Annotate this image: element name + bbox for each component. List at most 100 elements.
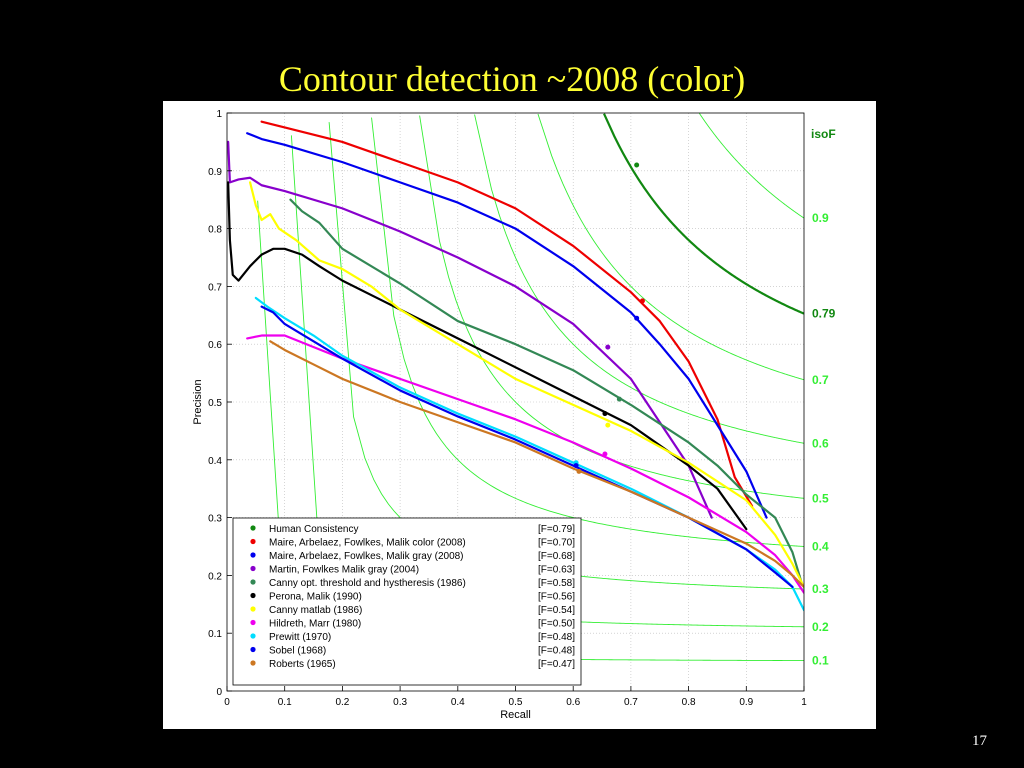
isof-curve [537,113,804,381]
legend-label: Canny matlab (1986) [269,605,362,616]
legend-score: [F=0.54] [538,605,575,616]
x-tick-label: 0.5 [509,697,523,708]
legend-marker [250,552,256,558]
series-line [227,140,713,519]
legend-score: [F=0.50] [538,619,575,630]
isof-curve [603,113,804,315]
series-marker [602,451,608,457]
y-tick-label: 0.9 [208,167,222,178]
isof-label: 0.3 [812,582,829,596]
y-tick-label: 0.1 [208,629,222,640]
legend-score: [F=0.70] [538,538,575,549]
figure-panel: isoF 0.1 0.2 0.3 0.4 0.5 0.6 0.7 0.79 0.9 0 0.1 0.2 0… [163,101,876,729]
series-marker [605,422,611,428]
y-tick-label: 0 [216,687,222,698]
series-line [246,334,804,594]
isof-curve [371,117,804,547]
series-marker [634,315,640,321]
x-axis-label: Recall [500,709,531,721]
series-line [289,198,803,583]
y-tick-label: 0.4 [208,456,222,467]
legend-box [232,517,582,686]
series-line [246,132,768,519]
legend-label: Roberts (1965) [269,659,336,670]
isof-title: isoF [811,127,836,141]
legend-score: [F=0.47] [538,659,575,670]
y-tick-label: 0.3 [208,514,222,525]
slide-number: 17 [972,733,987,749]
legend-label: Perona, Malik (1990) [269,592,362,603]
legend: Human Consistency [F=0.79] Maire, Arbelaez… [232,517,582,686]
x-tick-label: 0.8 [682,697,696,708]
isof-label: 0.9 [812,211,829,225]
x-tick-label: 0.9 [739,697,753,708]
isof-curve [474,114,804,444]
legend-score: [F=0.56] [538,592,575,603]
legend-label: Human Consistency [269,524,358,535]
legend-score: [F=0.58] [538,578,575,589]
legend-marker [250,525,256,531]
series-marker [573,463,579,469]
legend-marker [250,565,256,572]
series-marker [634,162,640,168]
series-line [254,296,804,612]
legend-score: [F=0.48] [538,646,575,657]
x-tick-label: 0.2 [335,697,349,708]
legend-marker [250,660,256,666]
legend-marker [250,579,256,585]
y-tick-label: 1 [216,109,222,120]
isof-label: 0.7 [812,373,829,387]
legend-score: [F=0.79] [538,524,575,535]
axis-ticks [226,112,805,692]
x-tick-label: 0.4 [451,697,465,708]
legend-score: [F=0.48] [538,632,575,643]
y-tick-label: 0.5 [208,398,222,409]
legend-score: [F=0.68] [538,551,575,562]
x-tick-label: 0.3 [393,697,407,708]
legend-label: Martin, Fowlkes Malik gray (2004) [269,565,419,576]
x-tick-label: 1 [801,697,807,708]
series-lines [227,120,804,612]
series-line [260,120,754,508]
y-axis-label: Precision [192,379,204,424]
legend-label: Sobel (1968) [269,646,326,657]
series-line [260,305,794,589]
legend-label: Hildreth, Marr (1980) [269,619,361,630]
isof-curve [699,113,804,219]
precision-recall-chart: isoF 0.1 0.2 0.3 0.4 0.5 0.6 0.7 0.79 0.9 0 0.1 0.2 0… [192,109,836,721]
legend-marker [250,592,256,599]
series-line [269,340,804,589]
series-marker [576,468,582,474]
legend-marker [250,646,256,653]
legend-label: Canny opt. threshold and hystheresis (19… [269,578,466,589]
legend-marker [250,633,256,639]
legend-score: [F=0.63] [538,565,575,576]
x-tick-label: 0.7 [624,697,638,708]
legend-marker [250,606,256,612]
series-marker [616,396,622,402]
y-tick-label: 0.7 [208,282,222,293]
isof-label: 0.4 [812,540,829,554]
isof-label: 0.79 [812,307,836,321]
legend-label: Maire, Arbelaez, Fowlkes, Malik color (2… [269,538,466,549]
isof-label: 0.6 [812,436,829,450]
series-marker [602,411,608,417]
y-tick-label: 0.2 [208,571,222,582]
x-tick-label: 0.6 [566,697,580,708]
legend-label: Prewitt (1970) [269,632,331,643]
isof-label: 0.5 [812,491,829,505]
y-tick-label: 0.6 [208,340,222,351]
series-line [227,181,748,531]
y-tick-label: 0.8 [208,225,222,236]
legend-label: Maire, Arbelaez, Fowlkes, Malik gray (20… [269,551,464,562]
isof-label: 0.2 [812,620,829,634]
series-marker [605,344,611,350]
x-tick-label: 0.1 [278,697,292,708]
series-marker [639,298,645,304]
x-tick-label: 0 [224,697,230,708]
legend-marker [250,538,256,545]
isof-label: 0.1 [812,654,829,668]
series-line [248,181,804,589]
legend-marker [250,619,256,626]
slide-title: Contour detection ~2008 (color) [278,59,746,99]
